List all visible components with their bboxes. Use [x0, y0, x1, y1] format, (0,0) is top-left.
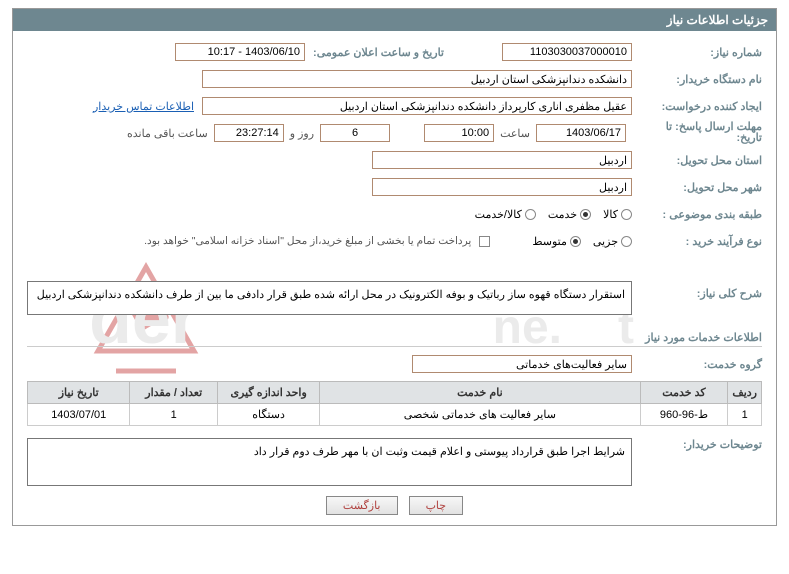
radio-minor[interactable]: جزیی — [593, 235, 632, 248]
buyer-contact-link[interactable]: اطلاعات تماس خریدار — [93, 100, 194, 113]
field-delivery-city: اردبیل — [372, 178, 632, 196]
field-delivery-province: اردبیل — [372, 151, 632, 169]
label-need-number: شماره نیاز: — [632, 46, 762, 59]
table-header: تعداد / مقدار — [130, 382, 218, 404]
back-button[interactable]: بازگشت — [326, 496, 398, 515]
field-request-creator: عقیل مظفری اناری کارپرداز دانشکده دندانپ… — [202, 97, 632, 115]
print-button[interactable]: چاپ — [409, 496, 464, 515]
label-request-creator: ایجاد کننده درخواست: — [632, 100, 762, 113]
page-title: جزئیات اطلاعات نیاز — [13, 9, 776, 31]
field-service-group: سایر فعالیت‌های خدماتی — [412, 355, 632, 373]
field-deadline-hour: 10:00 — [424, 124, 494, 142]
label-service-group: گروه خدمت: — [632, 358, 762, 371]
radio-service[interactable]: خدمت — [548, 208, 591, 221]
field-general-desc: استقرار دستگاه قهوه ساز رباتیک و بوفه ال… — [27, 281, 632, 315]
table-header: کد خدمت — [640, 382, 728, 404]
label-days-and: روز و — [290, 127, 314, 140]
label-delivery-province: استان محل تحویل: — [632, 154, 762, 167]
table-header: نام خدمت — [320, 382, 640, 404]
table-header: واحد اندازه گیری — [218, 382, 320, 404]
label-buyer-org: نام دستگاه خریدار: — [632, 73, 762, 86]
table-header: ردیف — [728, 382, 762, 404]
content-area: AriaTender .ne t شماره نیاز: 11030300370… — [13, 31, 776, 525]
field-remain-time: 23:27:14 — [214, 124, 284, 142]
label-deadline: مهلت ارسال پاسخ: تا تاریخ: — [632, 122, 762, 144]
radio-goods-service[interactable]: کالا/خدمت — [475, 208, 536, 221]
label-remain: ساعت باقی مانده — [127, 127, 208, 140]
label-hour: ساعت — [500, 127, 530, 140]
label-subject-class: طبقه بندی موضوعی : — [632, 208, 762, 221]
table-header: تاریخ نیاز — [28, 382, 130, 404]
label-process-type: نوع فرآیند خرید : — [632, 235, 762, 248]
payment-note-text: پرداخت تمام یا بخشی از مبلغ خرید،از محل … — [144, 235, 471, 247]
field-buyer-org: دانشکده دندانپزشکی استان اردبیل — [202, 70, 632, 88]
table-row: 1ط-96-960سایر فعالیت های خدماتی شخصیدستگ… — [28, 404, 762, 426]
field-need-number: 1103030037000010 — [502, 43, 632, 61]
field-deadline-date: 1403/06/17 — [536, 124, 626, 142]
label-delivery-city: شهر محل تحویل: — [632, 181, 762, 194]
field-buyer-notes: شرایط اجرا طبق قرارداد پیوستی و اعلام قی… — [27, 438, 632, 486]
services-table: ردیفکد خدمتنام خدمتواحد اندازه گیریتعداد… — [27, 381, 762, 426]
main-container: جزئیات اطلاعات نیاز AriaTender .ne t شما… — [12, 8, 777, 526]
label-general-desc: شرح کلی نیاز: — [632, 281, 762, 300]
radio-medium[interactable]: متوسط — [532, 235, 581, 248]
section-services-info: اطلاعات خدمات مورد نیاز — [27, 331, 762, 347]
label-buyer-notes: توضیحات خریدار: — [632, 432, 762, 451]
radio-goods[interactable]: کالا — [603, 208, 632, 221]
label-announce-datetime: تاریخ و ساعت اعلان عمومی: — [313, 46, 444, 59]
checkbox-payment[interactable] — [479, 236, 490, 247]
field-announce-datetime: 1403/06/10 - 10:17 — [175, 43, 305, 61]
field-remain-days: 6 — [320, 124, 390, 142]
